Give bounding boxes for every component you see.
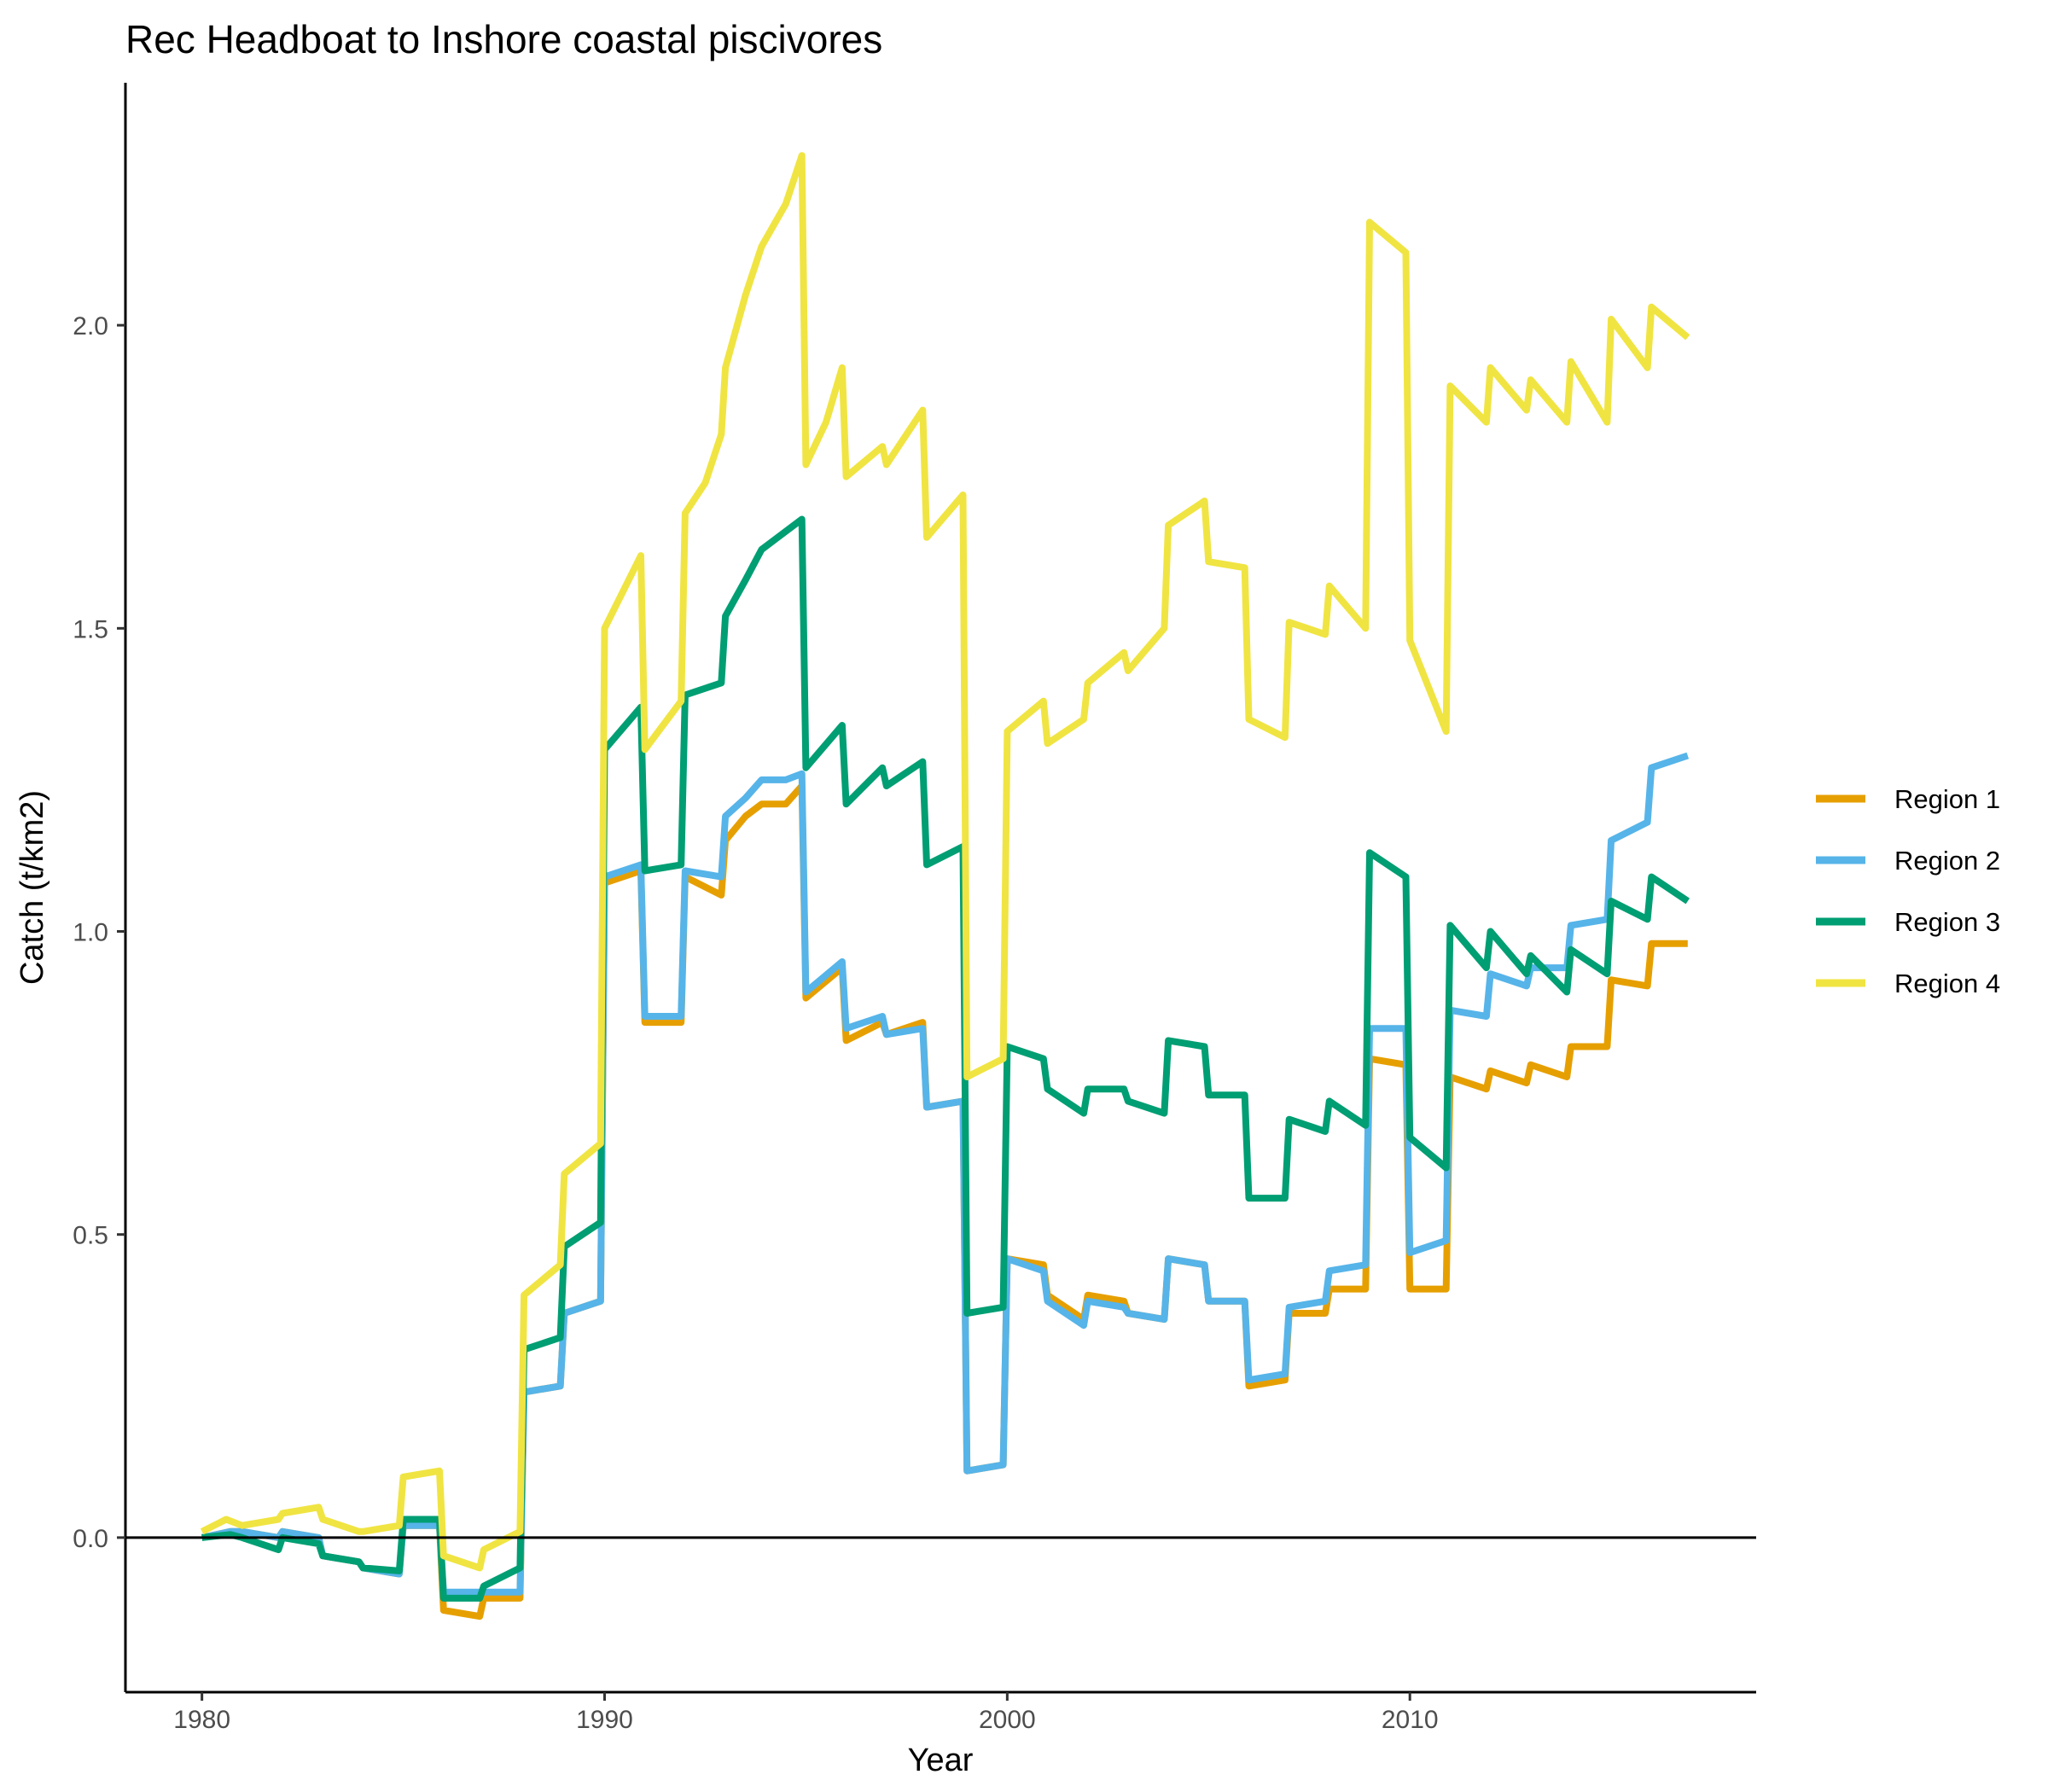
chart-title: Rec Headboat to Inshore coastal piscivor… — [125, 17, 882, 61]
y-tick-label: 0.0 — [73, 1525, 108, 1553]
x-axis-ticks: 1980 1990 2000 2010 — [173, 1692, 1439, 1734]
series-line-region-3 — [201, 515, 1690, 1602]
y-tick-label: 1.5 — [73, 615, 108, 643]
legend: Region 1 Region 2 Region 3 Region 4 — [1816, 784, 2000, 998]
y-axis-title: Catch (t/km2) — [15, 790, 50, 985]
series-layer — [200, 152, 1690, 1620]
series-line-region-4 — [200, 152, 1690, 1572]
x-tick-label: 1990 — [576, 1706, 633, 1734]
x-axis-title: Year — [908, 1743, 974, 1778]
legend-label-region-4: Region 4 — [1894, 969, 2000, 998]
legend-label-region-3: Region 3 — [1894, 907, 2000, 937]
x-tick-label: 2000 — [979, 1706, 1036, 1734]
x-tick-label: 1980 — [173, 1706, 230, 1734]
y-tick-label: 2.0 — [73, 312, 108, 340]
series-line-region-2 — [201, 752, 1690, 1596]
x-tick-label: 2010 — [1382, 1706, 1439, 1734]
y-tick-label: 0.5 — [73, 1222, 108, 1250]
y-tick-label: 1.0 — [73, 919, 108, 947]
legend-label-region-1: Region 1 — [1894, 784, 2000, 814]
legend-label-region-2: Region 2 — [1894, 846, 2000, 876]
y-axis-ticks: 0.0 0.5 1.0 1.5 2.0 — [73, 312, 125, 1553]
